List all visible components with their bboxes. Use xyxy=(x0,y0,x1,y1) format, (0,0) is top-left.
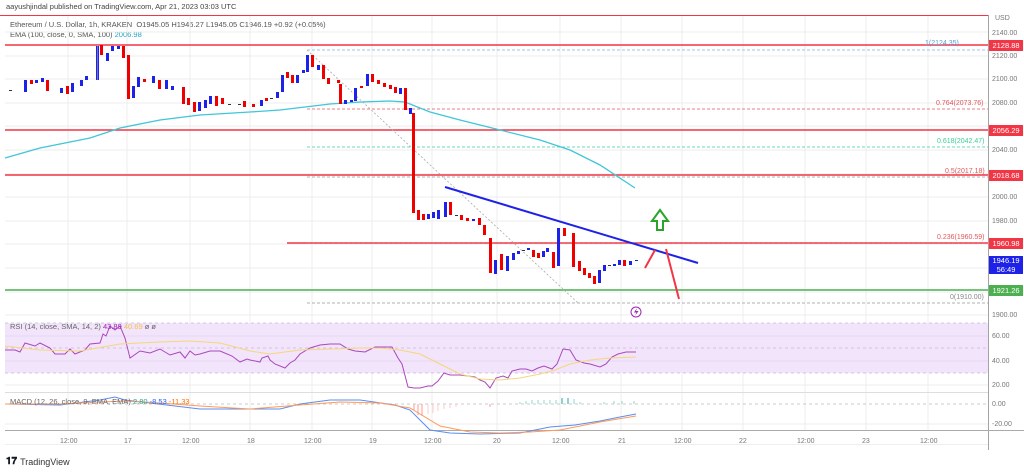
brand-name: TradingView xyxy=(20,456,70,467)
scenario-down-line xyxy=(665,248,680,300)
macd-label: MACD (12, 26, close, 9, EMA, EMA) xyxy=(10,397,131,406)
svg-text:2000.00: 2000.00 xyxy=(992,194,1017,201)
event-flash-icon[interactable] xyxy=(630,306,642,318)
last-price-tag: 1946.19 56:49 xyxy=(989,256,1023,274)
svg-text:2120.00: 2120.00 xyxy=(992,53,1017,60)
ema-line xyxy=(4,100,636,189)
scenario-up-line xyxy=(644,249,656,269)
svg-text:12:00: 12:00 xyxy=(182,438,200,445)
symbol-legend: Ethereum / U.S. Dollar, 1h, KRAKEN O1945… xyxy=(10,20,326,29)
svg-text:12:00: 12:00 xyxy=(60,438,78,445)
price-tag-2018: 2018.68 xyxy=(989,170,1023,181)
macd-value: -8.53 xyxy=(149,397,167,406)
fib-label-0764: 0.764(2073.76) xyxy=(936,100,984,107)
price-tag-2056: 2056.29 xyxy=(989,125,1023,136)
svg-text:1900.00: 1900.00 xyxy=(992,312,1017,319)
signal-line xyxy=(5,400,637,434)
rsi-value: 43.89 xyxy=(102,322,122,331)
svg-text:23: 23 xyxy=(862,438,870,445)
svg-text:1980.00: 1980.00 xyxy=(992,218,1017,225)
descending-trendline xyxy=(444,186,699,264)
time-axis[interactable]: 12:00 17 12:00 18 12:00 19 12:00 20 12:0… xyxy=(60,438,938,445)
rsi-sma-line xyxy=(4,340,637,381)
macd-histogram xyxy=(413,398,635,416)
macd-signal-value: -11.33 xyxy=(168,397,190,406)
svg-text:12:00: 12:00 xyxy=(304,438,322,445)
last-price-value: 1946.19 xyxy=(992,256,1020,265)
price-axis[interactable]: USD 2140.00 2120.00 2100.00 2080.00 2040… xyxy=(992,15,1017,428)
svg-text:2100.00: 2100.00 xyxy=(992,76,1017,83)
tradingview-logo-icon: 𝟏𝟕 xyxy=(6,456,18,467)
svg-text:12:00: 12:00 xyxy=(797,438,815,445)
svg-text:19: 19 xyxy=(369,438,377,445)
rsi-sma-value: 40.69 xyxy=(123,322,143,331)
svg-text:20: 20 xyxy=(493,438,501,445)
ema-legend: EMA (100, close, 0, SMA, 100) 2006.98 xyxy=(10,30,142,39)
svg-text:2040.00: 2040.00 xyxy=(992,147,1017,154)
svg-text:0.00: 0.00 xyxy=(992,401,1006,408)
svg-text:21: 21 xyxy=(618,438,626,445)
svg-text:12:00: 12:00 xyxy=(920,438,938,445)
svg-text:12:00: 12:00 xyxy=(552,438,570,445)
svg-text:-20.00: -20.00 xyxy=(992,421,1012,428)
svg-text:18: 18 xyxy=(247,438,255,445)
price-tag-1960: 1960.98 xyxy=(989,238,1023,249)
fib-label-05: 0.5(2017.18) xyxy=(945,168,985,175)
ema-label: EMA (100, close, 0, SMA, 100) xyxy=(10,30,113,39)
rsi-label: RSI (14, close, SMA, 14, 2) xyxy=(10,322,101,331)
svg-text:12:00: 12:00 xyxy=(674,438,692,445)
price-tag-2128: 2128.88 xyxy=(989,40,1023,51)
svg-text:2140.00: 2140.00 xyxy=(992,30,1017,37)
ema-value: 2006.98 xyxy=(114,30,142,39)
svg-text:12:00: 12:00 xyxy=(424,438,442,445)
svg-text:60.00: 60.00 xyxy=(992,333,1010,340)
candles xyxy=(9,45,638,284)
price-tag-1921: 1921.26 xyxy=(989,285,1023,296)
fib-label-0: 0(1910.00) xyxy=(950,294,984,301)
published-info: aayushjindal published on TradingView.co… xyxy=(6,2,237,11)
svg-text:17: 17 xyxy=(124,438,132,445)
up-arrow-icon xyxy=(650,208,670,231)
macd-hist-value: 2.80 xyxy=(132,397,148,406)
ohlc-values: O1945.05 H1946.27 L1945.05 C1946.19 +0.9… xyxy=(136,20,326,29)
svg-text:20.00: 20.00 xyxy=(992,382,1010,389)
fib-label-1: 1(2124.35) xyxy=(925,40,959,47)
candle-countdown: 56:49 xyxy=(996,265,1016,274)
horizontal-grid xyxy=(5,31,988,316)
macd-legend: MACD (12, 26, close, 9, EMA, EMA) 2.80 -… xyxy=(10,397,190,406)
fib-label-0618: 0.618(2042.47) xyxy=(937,138,985,145)
tradingview-brand[interactable]: 𝟏𝟕 TradingView xyxy=(6,456,70,467)
fib-lines xyxy=(307,49,988,304)
rsi-line xyxy=(5,325,636,389)
currency-label: USD xyxy=(995,15,1010,22)
fib-diagonal xyxy=(306,49,579,304)
rsi-extra: ø ø xyxy=(144,322,156,331)
svg-text:40.00: 40.00 xyxy=(992,358,1010,365)
svg-text:22: 22 xyxy=(739,438,747,445)
rsi-legend: RSI (14, close, SMA, 14, 2) 43.89 40.69 … xyxy=(10,322,156,331)
symbol-name: Ethereum / U.S. Dollar, 1h, KRAKEN xyxy=(10,20,133,29)
fib-label-0236: 0.236(1960.59) xyxy=(937,234,985,241)
svg-text:2080.00: 2080.00 xyxy=(992,100,1017,107)
